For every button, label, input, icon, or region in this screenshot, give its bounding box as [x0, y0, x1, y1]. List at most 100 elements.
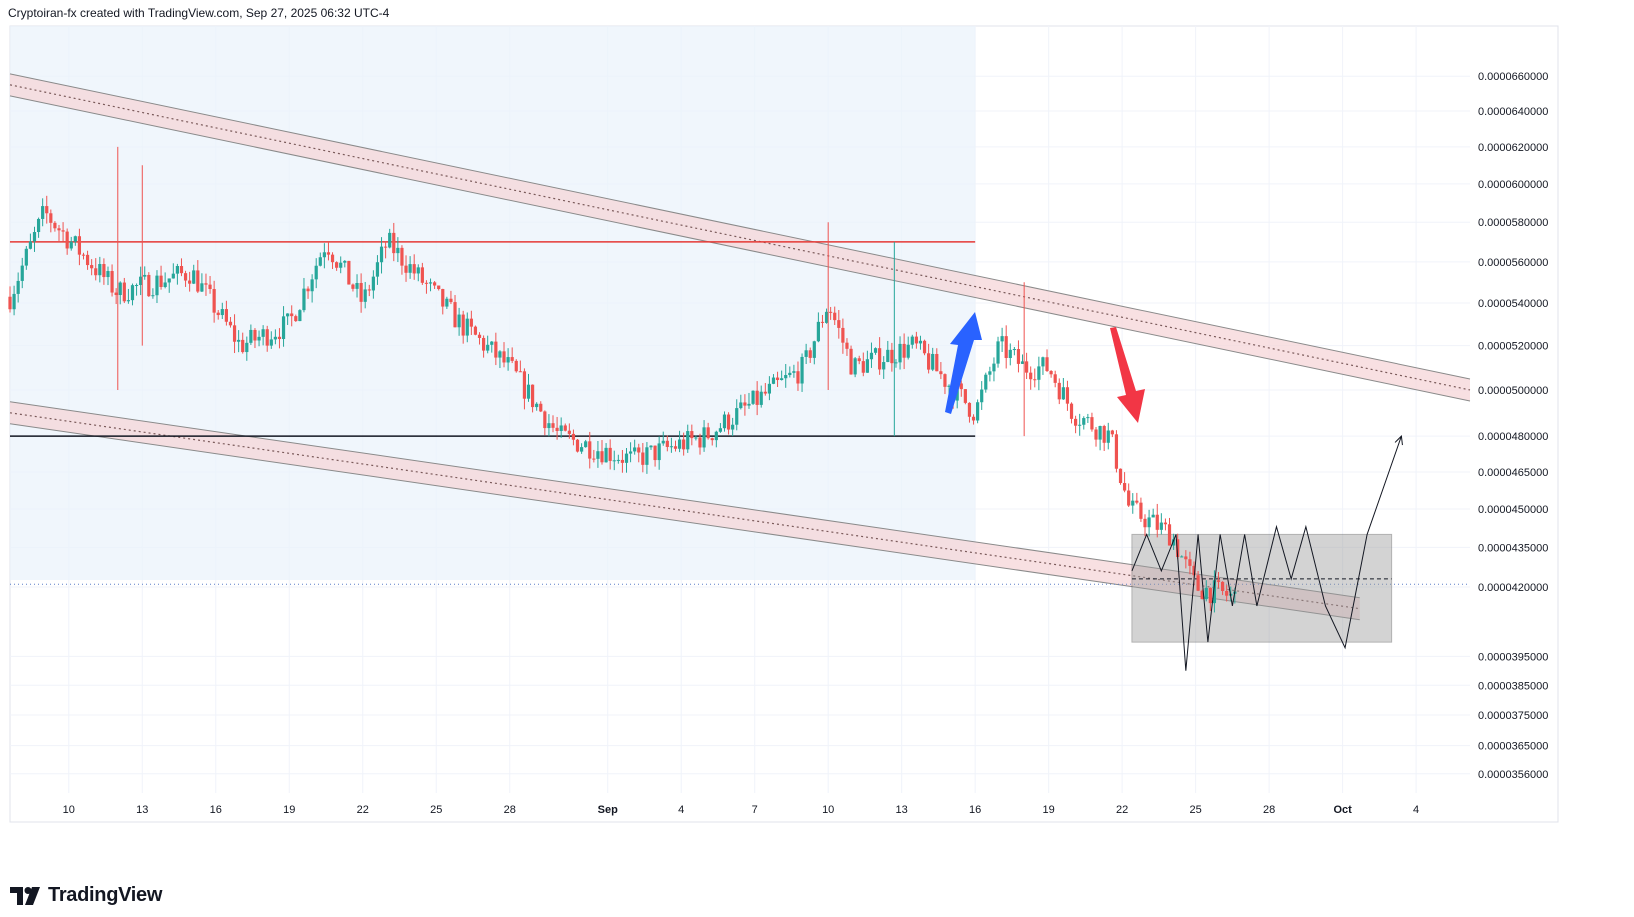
- candle-body: [1114, 434, 1119, 469]
- candle-body: [918, 340, 923, 344]
- x-tick-label: 16: [969, 804, 981, 816]
- candle-body: [392, 232, 396, 254]
- candle-body: [167, 278, 171, 283]
- candle-body: [673, 446, 678, 449]
- candle-body: [416, 267, 420, 274]
- candle-body: [857, 358, 861, 362]
- candle-body: [902, 343, 906, 358]
- candle-body: [61, 230, 65, 232]
- candle-body: [192, 270, 196, 284]
- candle-body: [710, 438, 714, 441]
- candle-body: [641, 452, 645, 465]
- candle-body: [163, 282, 167, 288]
- candle-body: [1102, 426, 1106, 443]
- candle-body: [506, 357, 510, 363]
- candle-body: [1053, 374, 1057, 383]
- candle-body: [322, 252, 326, 258]
- x-tick-label: 25: [1190, 804, 1202, 816]
- candle-body: [751, 390, 755, 404]
- candle-body: [600, 451, 604, 463]
- y-tick-label: 0.0000660000: [1478, 71, 1548, 83]
- candle-body: [183, 273, 188, 281]
- channel-upper-edge-top: [9, 73, 1471, 380]
- candle-body: [731, 424, 735, 430]
- candle-body: [208, 284, 212, 290]
- candle-body: [747, 403, 751, 406]
- box-rect: [1131, 533, 1393, 643]
- candle-body: [1061, 387, 1065, 400]
- candle-body: [1196, 575, 1200, 591]
- candle-body: [228, 321, 233, 326]
- candle-body: [8, 296, 12, 310]
- candle-body: [788, 372, 792, 376]
- candle-body: [792, 371, 796, 373]
- candle-body: [1086, 417, 1090, 419]
- candle-body: [408, 264, 412, 273]
- candle-body: [290, 313, 294, 317]
- candle-body: [575, 439, 580, 452]
- candle-body: [996, 341, 1000, 364]
- y-tick-label: 0.0000500000: [1478, 385, 1548, 397]
- candle-body: [677, 439, 682, 449]
- candle-body: [702, 427, 706, 448]
- signal-arrows: [945, 312, 1145, 423]
- candle-body: [837, 320, 841, 328]
- candle-body: [1004, 336, 1008, 359]
- candle-body: [559, 425, 563, 431]
- candle-body: [596, 451, 600, 459]
- candle-body: [784, 375, 788, 379]
- candle-body: [869, 352, 874, 360]
- candle-body: [314, 265, 318, 280]
- candle-body: [367, 289, 371, 291]
- candle-body: [102, 264, 106, 278]
- candle-body: [771, 377, 776, 384]
- candle-body: [906, 344, 910, 358]
- candle-body: [351, 284, 355, 289]
- candle-body: [57, 228, 61, 231]
- candle-body: [1200, 590, 1204, 600]
- candle-body: [237, 339, 241, 342]
- candle-body: [1167, 524, 1172, 546]
- candle-body: [878, 348, 882, 370]
- candle-body: [628, 451, 633, 454]
- candle-body: [339, 262, 343, 268]
- candle-body: [1184, 556, 1188, 560]
- candle-body: [522, 371, 527, 399]
- candle-body: [94, 268, 98, 276]
- candle-body: [469, 318, 473, 327]
- channel-upper-midline: [9, 84, 1471, 391]
- candle-body: [1188, 559, 1192, 566]
- candle-body: [1045, 357, 1049, 371]
- candle-body: [445, 298, 449, 307]
- candle-body: [20, 265, 24, 281]
- candle-body: [433, 282, 437, 286]
- candle-body: [261, 329, 265, 337]
- tradingview-logo[interactable]: TradingView: [10, 884, 162, 907]
- candle-body: [551, 423, 555, 428]
- candle-body: [535, 403, 539, 408]
- candle-body: [604, 447, 608, 463]
- candle-body: [375, 262, 380, 277]
- candle-body: [428, 282, 433, 284]
- y-tick-label: 0.0000365000: [1478, 741, 1548, 753]
- candle-body: [155, 275, 159, 296]
- candle-body: [224, 309, 228, 322]
- candle-body: [1025, 361, 1029, 373]
- candle-body: [36, 218, 41, 233]
- candle-body: [690, 431, 694, 439]
- x-tick-label: 19: [1043, 804, 1055, 816]
- candle-body: [16, 280, 20, 294]
- candle-body: [126, 300, 131, 302]
- candle-body: [633, 447, 637, 452]
- y-tick-label: 0.0000600000: [1478, 179, 1548, 191]
- x-tick-label: 28: [1263, 804, 1275, 816]
- x-tick-label: Sep: [598, 804, 618, 816]
- candle-body: [257, 336, 261, 341]
- candle-body: [620, 459, 625, 463]
- candle-body: [106, 271, 110, 278]
- candle-body: [1069, 403, 1074, 419]
- channel-lower-midline: [9, 412, 1360, 610]
- candle-body: [171, 273, 175, 279]
- candle-body: [812, 341, 816, 358]
